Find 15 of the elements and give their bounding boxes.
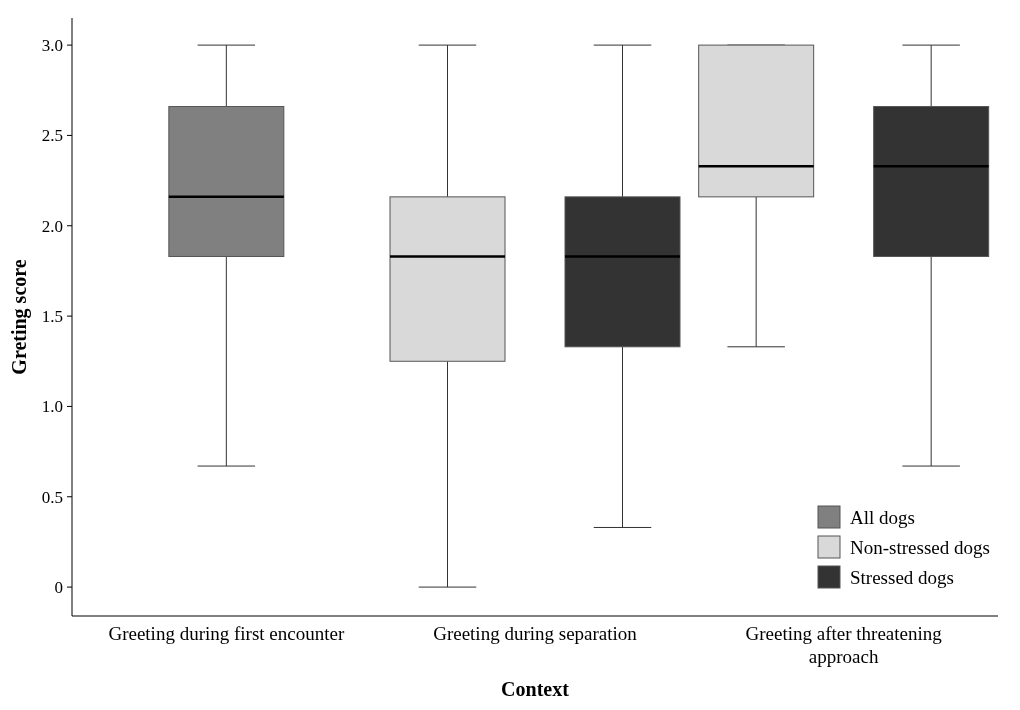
legend-label: Stressed dogs xyxy=(850,566,954,588)
legend-label: All dogs xyxy=(850,506,915,528)
y-tick-label: 0.5 xyxy=(41,487,63,507)
y-tick-label: 3.0 xyxy=(41,36,63,56)
y-tick-label: 1.0 xyxy=(41,397,63,417)
x-axis-title: Context xyxy=(501,678,570,700)
y-tick-label: 0 xyxy=(54,578,63,598)
y-axis-title: Greting score xyxy=(8,259,31,375)
legend-label: Non-stressed dogs xyxy=(850,536,990,558)
y-tick-label: 2.0 xyxy=(41,216,63,236)
y-tick-label: 1.5 xyxy=(41,307,63,327)
x-tick-label: Greeting during separation xyxy=(433,623,638,644)
x-tick-label: Greeting after threatening approach xyxy=(745,623,943,667)
x-tick-label: Greeting during first encounter xyxy=(108,623,345,644)
y-tick-label: 2.5 xyxy=(41,126,63,146)
